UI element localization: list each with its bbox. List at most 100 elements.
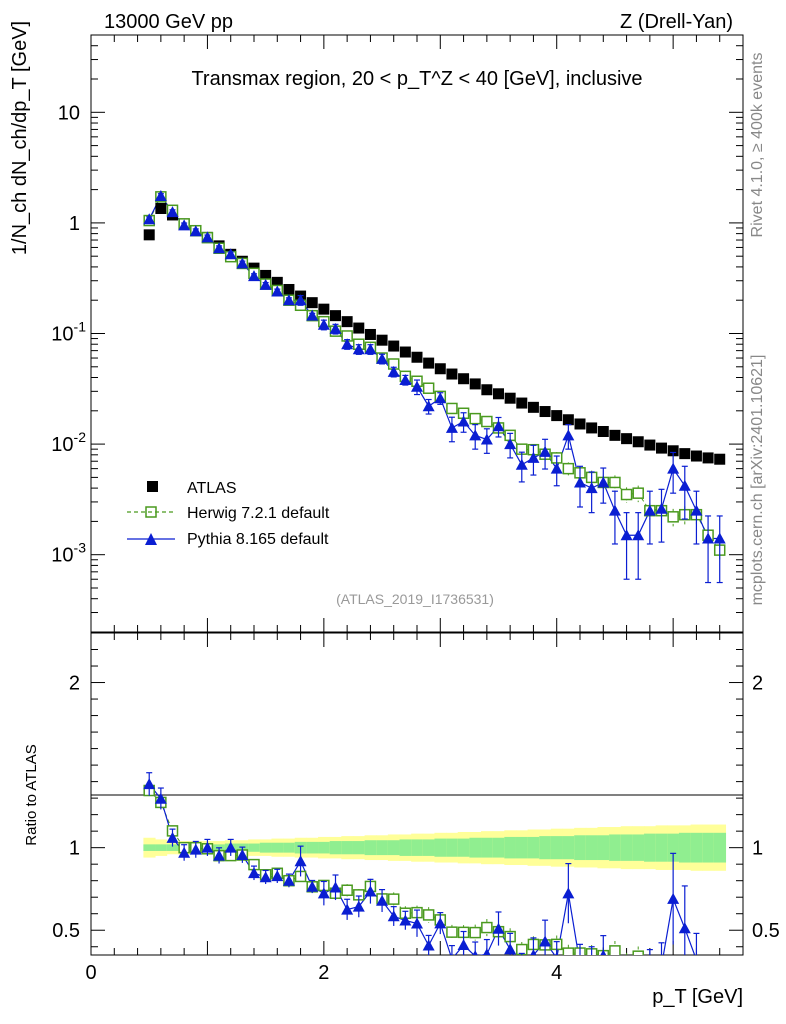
band-stat [481,837,494,858]
pythia-point [271,285,284,297]
atlas-point [388,340,400,352]
pythia-ratio-point [189,843,202,855]
band-stat [469,837,482,858]
legend-pythia-label: Pythia 8.165 default [187,531,329,548]
legend-atlas-marker [147,481,158,492]
atlas-point [539,406,551,418]
pythia-ratio-point [178,846,191,858]
legend: ATLAS Herwig 7.2.1 default Pythia 8.165 … [127,480,330,548]
pythia-point [154,190,167,202]
pythia-ratio-point [714,975,726,986]
analysis-tag: (ATLAS_2019_I1736531) [336,591,494,607]
band-stat [399,839,412,856]
pythia-point [515,458,528,470]
band-stat [562,836,575,860]
band-stat [690,832,703,863]
x-tick-label: 2 [318,962,329,984]
band-stat [702,832,715,863]
y-axis-label: 1/N_ch dN_ch/dp_T [GeV] [9,21,31,255]
herwig-point [469,412,481,425]
herwig-ratio-point [387,893,400,905]
band-stat [574,835,587,861]
pythia-ratio-point [609,972,621,983]
atlas-point [260,269,272,281]
pythia-ratio-point [387,910,400,922]
pythia-ratio-point [213,849,226,861]
pythia-point [341,338,354,350]
atlas-point [399,346,411,358]
herwig-point [446,402,458,415]
band-stat [271,842,284,853]
band-stat [620,834,633,861]
pythia-point [457,415,470,427]
pythia-ratio-point [483,948,491,955]
band-stat [644,833,657,862]
band-stat [539,836,552,860]
pythia-ratio-point [271,870,284,882]
atlas-point [318,303,330,315]
legend-herwig-marker [145,506,157,518]
rivet-version-label: Rivet 4.1.0, ≥ 400k events [749,53,766,238]
pythia-point [376,352,389,364]
pythia-ratio-point [586,960,598,971]
atlas-point [504,392,516,404]
herwig-point [562,462,575,475]
pythia-ratio-point [574,958,586,969]
pythia-point [562,429,575,441]
band-stat [318,841,331,854]
x-axis-label: p_T [GeV] [652,986,743,1008]
pythia-ratio-point [644,965,656,976]
pythia-ratio-point [621,985,633,996]
pythia-point [667,462,680,474]
band-stat [329,841,342,855]
atlas-point [353,322,365,334]
pythia-point [317,318,330,330]
band-stat [667,833,680,862]
pythia-point [422,400,435,412]
atlas-point [527,401,539,413]
y-tick-label: 1 [69,213,80,235]
herwig-ratio-point [691,959,701,969]
pythia-ratio-point [411,917,423,929]
band-stat [713,832,727,863]
pythia-ratio-point [282,874,295,886]
herwig-ratio-point [645,966,655,976]
ratio-y-axis-label: Ratio to ATLAS [23,744,40,845]
pythia-point [294,294,307,306]
band-stat [504,836,517,859]
pythia-point [143,213,156,225]
pythia-point [352,343,365,355]
band-stat [166,844,179,851]
atlas-point [690,450,702,462]
atlas-point [493,388,504,400]
pythia-point [469,429,482,441]
header-right-label: Z (Drell-Yan) [620,11,733,33]
band-stat [422,839,435,856]
herwig-ratio-point [632,950,644,955]
pythia-point [236,257,249,269]
pythia-point [189,225,202,237]
pythia-point [539,445,552,457]
atlas-point [283,283,295,295]
pythia-ratio-point [143,778,156,790]
atlas-point [376,334,388,346]
pythia-point [597,476,610,488]
band-stat [678,832,692,863]
pythia-point [201,231,214,243]
ratio-tick-label-left: 0.5 [52,920,80,942]
y-tick-label: 10-2 [51,429,86,456]
atlas-point [714,453,726,465]
pythia-ratio-point [201,841,214,853]
pythia-point [282,294,295,306]
pythia-ratio-point [399,914,412,926]
ratio-plot-marks [143,772,726,996]
band-stat [143,844,156,851]
pythia-point [632,529,645,541]
pythia-point [329,322,342,334]
pythia-ratio-point [667,892,680,904]
herwig-point [609,476,621,489]
band-stat [609,834,622,861]
pythia-ratio-point [539,935,552,947]
atlas-point [423,357,435,369]
